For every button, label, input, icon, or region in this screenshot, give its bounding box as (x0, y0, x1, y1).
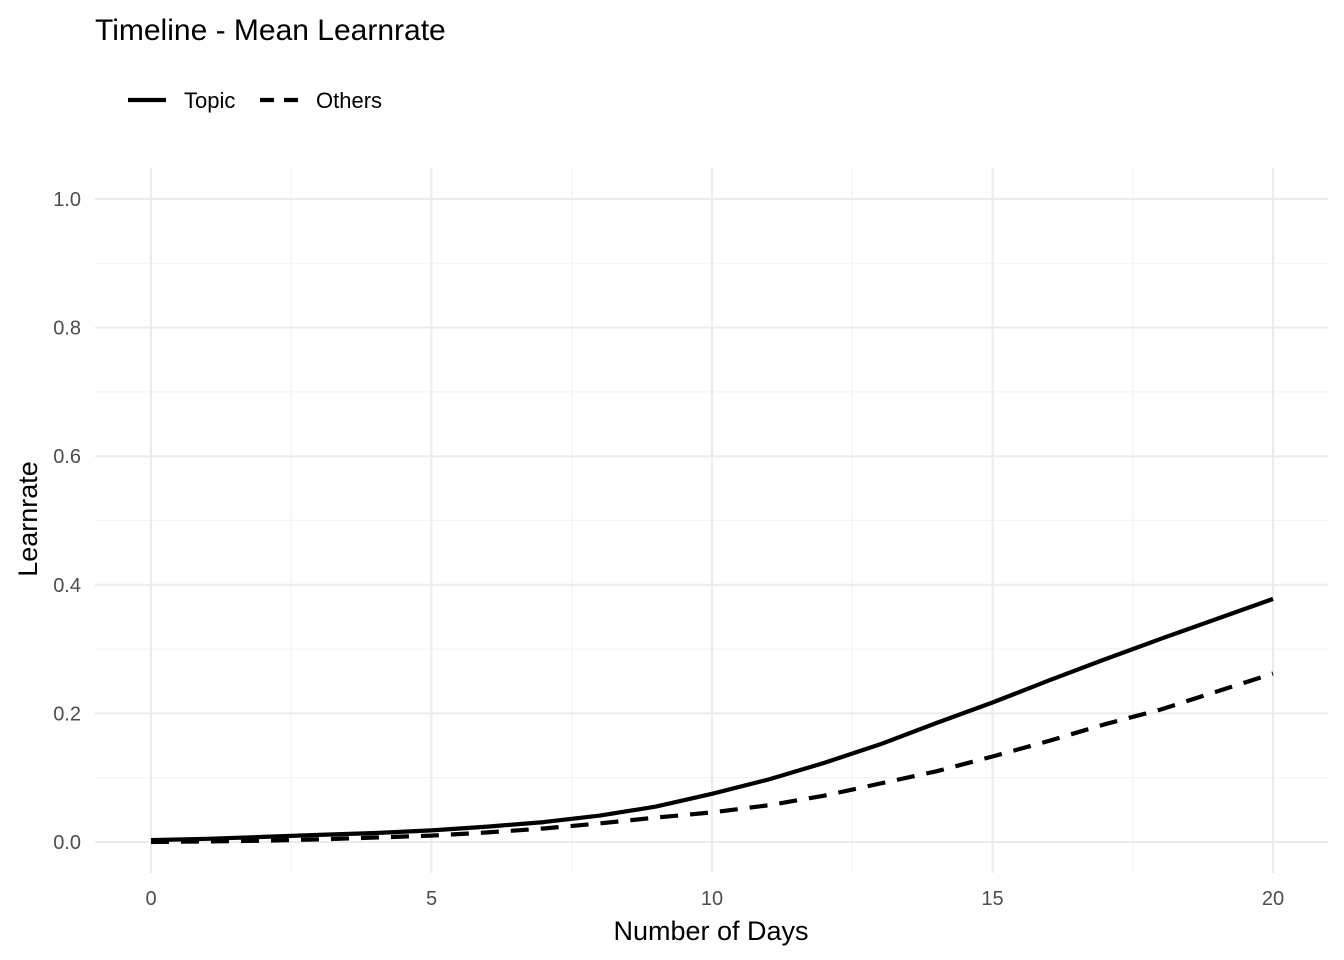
x-tick-label: 0 (145, 888, 156, 910)
grid (95, 168, 1328, 873)
x-tick-label: 5 (426, 888, 437, 910)
x-tick-label: 20 (1262, 888, 1284, 910)
y-tick-label: 0.4 (53, 575, 81, 597)
y-tick-label: 1.0 (53, 189, 81, 211)
series-lines (150, 596, 1274, 845)
chart-title: Timeline - Mean Learnrate (95, 14, 446, 47)
x-axis-title: Number of Days (613, 916, 808, 946)
y-tick-label: 0.6 (53, 446, 81, 468)
y-axis-title: Learnrate (13, 461, 43, 577)
x-tick-label: 10 (701, 888, 723, 910)
series-line-topic (150, 596, 1274, 843)
y-tick-label: 0.0 (53, 832, 81, 854)
legend-label-others: Others (316, 88, 382, 113)
y-axis-tick-labels: 0.0 0.2 0.4 0.6 0.8 1.0 (53, 189, 81, 854)
series-line-others (150, 671, 1274, 845)
x-tick-label: 15 (981, 888, 1003, 910)
y-tick-label: 0.2 (53, 703, 81, 725)
legend-label-topic: Topic (184, 88, 235, 113)
legend: Topic Others (128, 88, 382, 113)
y-tick-label: 0.8 (53, 318, 81, 340)
x-axis-tick-labels: 0 5 10 15 20 (145, 888, 1284, 910)
